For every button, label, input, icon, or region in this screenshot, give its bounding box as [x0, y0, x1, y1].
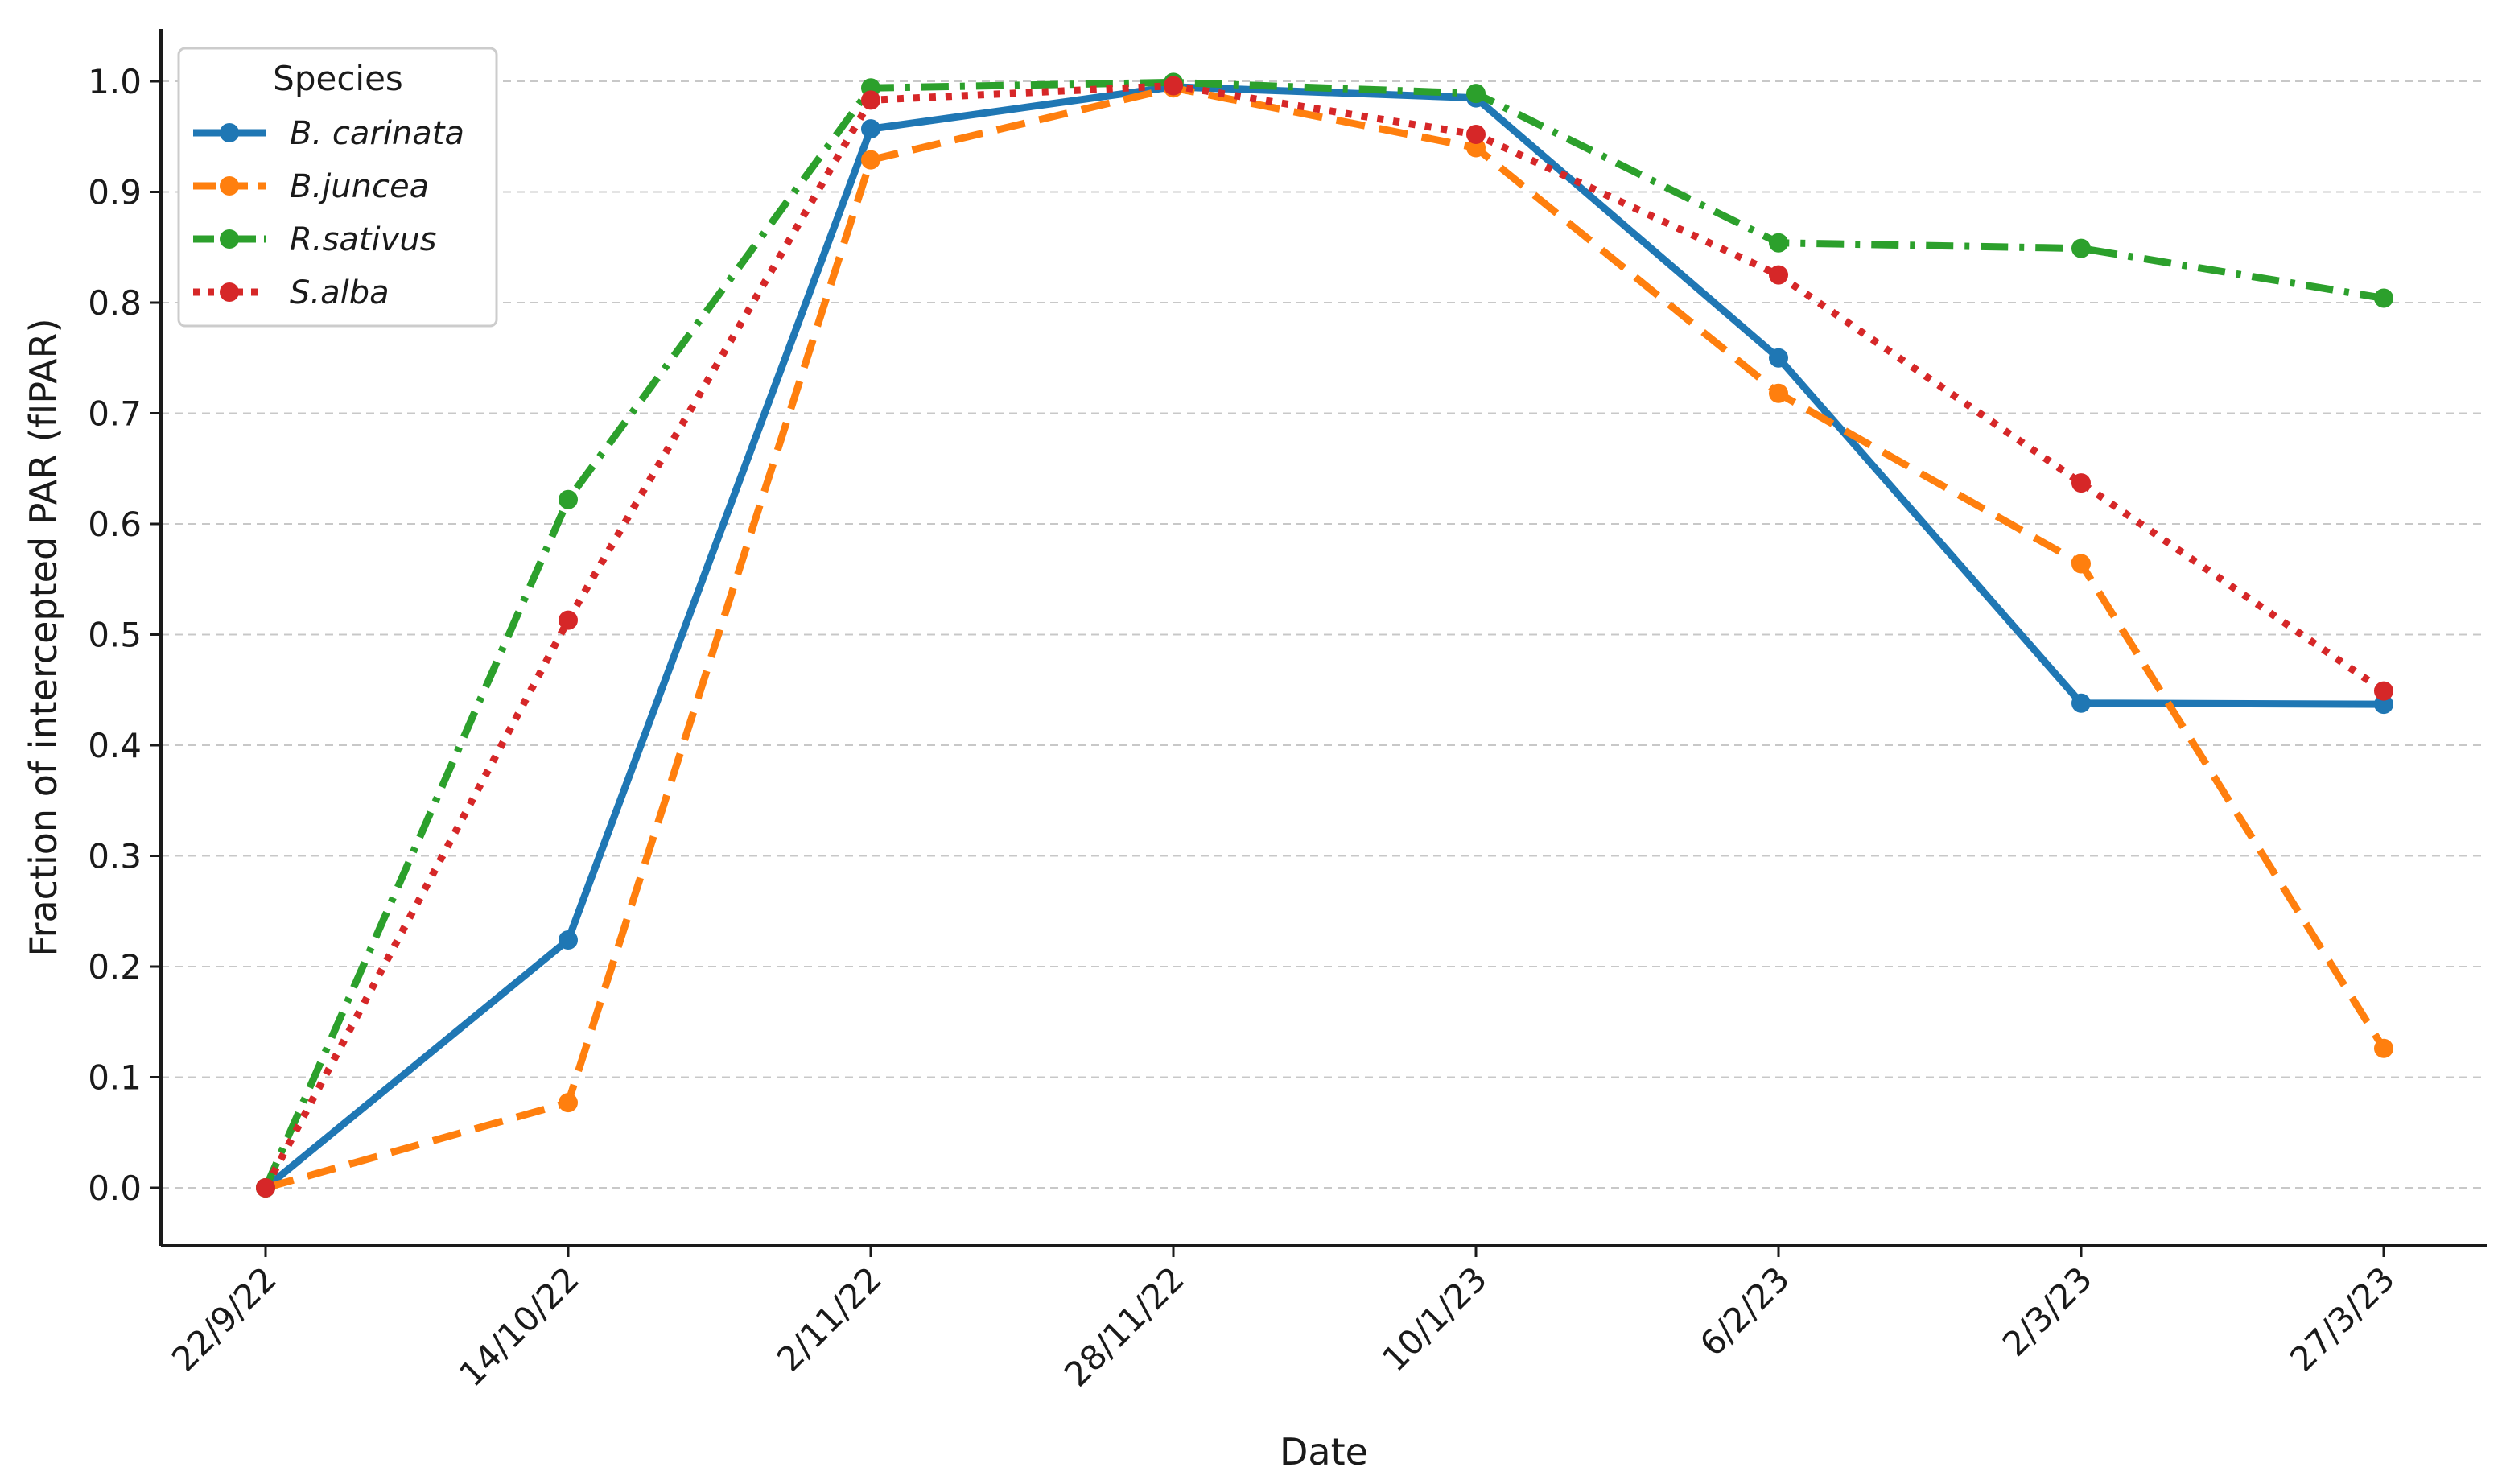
- legend-item: R.sativus: [193, 221, 437, 258]
- data-point: [2374, 1038, 2393, 1058]
- legend-item: S.alba: [193, 274, 390, 311]
- y-tick-label: 0.0: [88, 1169, 142, 1208]
- x-tick-label: 2/11/22: [769, 1259, 889, 1379]
- data-point: [2071, 473, 2091, 493]
- data-point: [1466, 138, 1486, 158]
- data-point: [2374, 288, 2393, 308]
- data-point: [2071, 554, 2091, 574]
- data-point: [1466, 84, 1486, 104]
- data-point: [559, 489, 578, 509]
- axes: [159, 29, 2487, 1247]
- y-axis-title: Fraction of intercepted PAR (fIPAR): [22, 318, 65, 956]
- legend-swatch-marker: [220, 123, 239, 142]
- x-tick-label: 27/3/23: [2282, 1259, 2402, 1379]
- legend-swatch-marker: [220, 229, 239, 249]
- y-tick-label: 0.1: [88, 1058, 142, 1098]
- series-lines: [256, 72, 2393, 1198]
- legend-title: Species: [273, 59, 403, 98]
- x-tick-label: 2/3/23: [1995, 1259, 2100, 1363]
- x-tick-label: 28/11/22: [1057, 1259, 1192, 1394]
- legend-label: S.alba: [290, 274, 390, 311]
- x-tick-label: 10/1/23: [1375, 1259, 1494, 1379]
- y-tick-label: 0.4: [88, 726, 142, 765]
- x-ticks: 22/9/22 14/10/22 2/11/22 28/11/22 10/1/23 6/2…: [164, 1246, 2402, 1394]
- data-point: [1769, 383, 1788, 403]
- data-point: [2071, 238, 2091, 258]
- series-line: [263, 83, 2385, 1191]
- legend-label: B.juncea: [290, 168, 429, 205]
- x-tick-label: 14/10/22: [451, 1259, 587, 1394]
- data-point: [559, 610, 578, 630]
- y-tick-label: 0.5: [88, 616, 142, 655]
- legend-item: B.juncea: [193, 168, 429, 205]
- data-point: [256, 1178, 275, 1198]
- data-point: [1769, 233, 1788, 253]
- series-line: [262, 82, 2386, 1190]
- legend-swatch-marker: [220, 282, 239, 302]
- legend-item: B. carinata: [193, 115, 464, 152]
- legend: Species B. carinata B.juncea R.sativus S.al…: [177, 47, 498, 328]
- data-point: [861, 90, 880, 110]
- series-s-alba: [256, 76, 2393, 1198]
- x-tick-label: 6/2/23: [1692, 1259, 1797, 1363]
- data-point: [1769, 348, 1788, 368]
- y-tick-label: 0.3: [88, 837, 142, 876]
- legend-swatch-marker: [220, 176, 239, 196]
- y-tick-label: 0.6: [88, 505, 142, 544]
- data-point: [559, 930, 578, 950]
- data-point: [2374, 681, 2393, 701]
- y-ticks: 0.0 0.1 0.2 0.3 0.4 0.5 0.6 0.7 0.8 0.9 1.0: [88, 62, 161, 1208]
- y-tick-label: 0.7: [88, 394, 142, 434]
- data-point: [2374, 695, 2393, 715]
- legend-items: B. carinata B.juncea R.sativus S.alba: [193, 115, 464, 311]
- gridlines: [161, 80, 2487, 1189]
- data-point: [1164, 76, 1183, 96]
- data-point: [2071, 693, 2091, 713]
- data-point: [559, 1093, 578, 1113]
- legend-label: B. carinata: [290, 115, 464, 152]
- y-tick-label: 0.8: [88, 283, 142, 323]
- y-tick-label: 1.0: [88, 62, 142, 101]
- series-line: [264, 84, 2387, 1192]
- x-tick-label: 22/9/22: [164, 1259, 284, 1379]
- y-tick-label: 0.2: [88, 947, 142, 987]
- legend-label: R.sativus: [290, 221, 437, 258]
- data-point: [861, 119, 880, 139]
- y-tick-label: 0.9: [88, 173, 142, 212]
- series-line: [262, 78, 2385, 1189]
- data-point: [1769, 265, 1788, 285]
- x-axis-title: Date: [1280, 1430, 1368, 1474]
- data-point: [1466, 125, 1486, 144]
- data-point: [861, 150, 880, 170]
- legend-box: [177, 47, 498, 328]
